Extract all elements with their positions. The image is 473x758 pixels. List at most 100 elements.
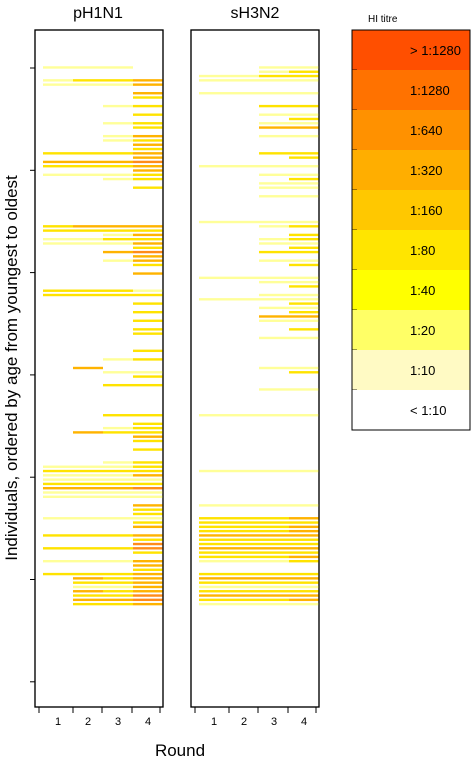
y-axis-ticks [30,67,35,683]
heatmap-cell [133,310,163,314]
heatmap-cell [289,298,319,301]
heatmap-cell [103,233,133,237]
heatmap-cell [73,225,103,228]
heatmap-cell [73,491,103,494]
heatmap-cell [103,534,133,537]
heatmap-cell [259,74,289,78]
heatmap-cell [289,152,319,155]
heatmap-cell [289,590,319,593]
heatmap-cell [73,585,103,589]
heatmap-cell [133,602,163,606]
heatmap-cell [229,555,259,559]
heatmap-cell [229,534,259,537]
heatmap-cell [73,366,103,370]
heatmap-cell [259,534,289,537]
heatmap-cell [103,83,133,86]
x-tick-label: 1 [211,716,217,728]
heatmap-cell [229,79,259,82]
heatmap-cell [199,538,229,541]
heatmap-cell [259,298,289,301]
heatmap-cell [199,504,229,507]
heatmap-cell [259,594,289,597]
heatmap-cell [133,517,163,520]
heatmap-cell [289,293,319,297]
heatmap-cell [103,66,133,69]
heatmap-cell [133,147,163,151]
heatmap-cell [43,465,73,468]
heatmap-cell [133,594,163,597]
heatmap-cell [259,92,289,95]
heatmap-cell [133,508,163,511]
heatmap-cell [199,298,229,301]
heatmap-cell [133,328,163,331]
heatmap-cell [289,126,319,129]
heatmap-cell [103,104,133,108]
heatmap-cell [133,383,163,387]
heatmap-cell [199,74,229,78]
heatmap-cell [133,293,163,297]
heatmap-cell [259,250,289,254]
heatmap-cell [289,594,319,597]
heatmap-cell [289,173,319,176]
x-axis-ticks: 1 2 3 4 1 2 3 4 [38,707,317,728]
heatmap-cell [103,238,133,241]
heatmap-cell [289,242,319,245]
heatmap-cell [229,585,259,589]
legend-label: 1:40 [410,283,435,298]
heatmap-cell [133,272,163,275]
heatmap-cell [259,504,289,507]
heatmap-cell [259,152,289,155]
heatmap-cell [289,414,319,417]
heatmap-cell [289,225,319,228]
heatmap-cell [229,504,259,507]
heatmap-cell [43,225,73,228]
heatmap-cell [199,529,229,533]
heatmap-cell [73,152,103,155]
heatmap-cell [73,229,103,232]
legend-frame [351,29,471,431]
heatmap-cell [133,156,163,159]
heatmap-cell [73,431,103,434]
heatmap-cell [199,92,229,95]
heatmap-cell [43,173,73,176]
heatmap-cell [259,319,289,322]
legend-swatch [352,30,470,71]
heatmap-cell [133,134,163,138]
legend-label: 1:320 [410,163,443,178]
heatmap-cell [133,160,163,164]
heatmap-cell [289,551,319,554]
heatmap-cell [133,173,163,176]
heatmap-cell [43,547,73,550]
heatmap-cell [289,598,319,602]
heatmap-cell [73,465,103,468]
heatmap-cell [289,302,319,305]
heatmap-cell [259,66,289,69]
heatmap-cell [289,92,319,95]
heatmap-cell [289,315,319,318]
heatmap-cell [43,482,73,486]
heatmap-cell [199,572,229,576]
heatmap-cell [259,529,289,533]
heatmap-cell [133,474,163,477]
heatmap-cell [229,542,259,546]
heatmap-cell [289,585,319,589]
heatmap-cell [229,602,259,606]
heatmap-cell [289,577,319,580]
heatmap-cell [133,547,163,550]
heatmap-cell [289,74,319,78]
heatmap-cell [73,293,103,297]
legend-swatch [352,70,470,111]
heatmap-cell [229,298,259,301]
heatmap-cell [289,336,319,340]
heatmap-cell [73,594,103,597]
heatmap-cell [199,542,229,546]
heatmap-cell [133,225,163,228]
heatmap-cell [133,564,163,567]
heatmap-cell [43,491,73,494]
heatmap-cell [229,525,259,529]
heatmap-cell [43,487,73,490]
heatmap-cell [43,242,73,245]
heatmap-cell [289,250,319,254]
heatmap-cell [199,547,229,550]
heatmap-cell [289,572,319,576]
